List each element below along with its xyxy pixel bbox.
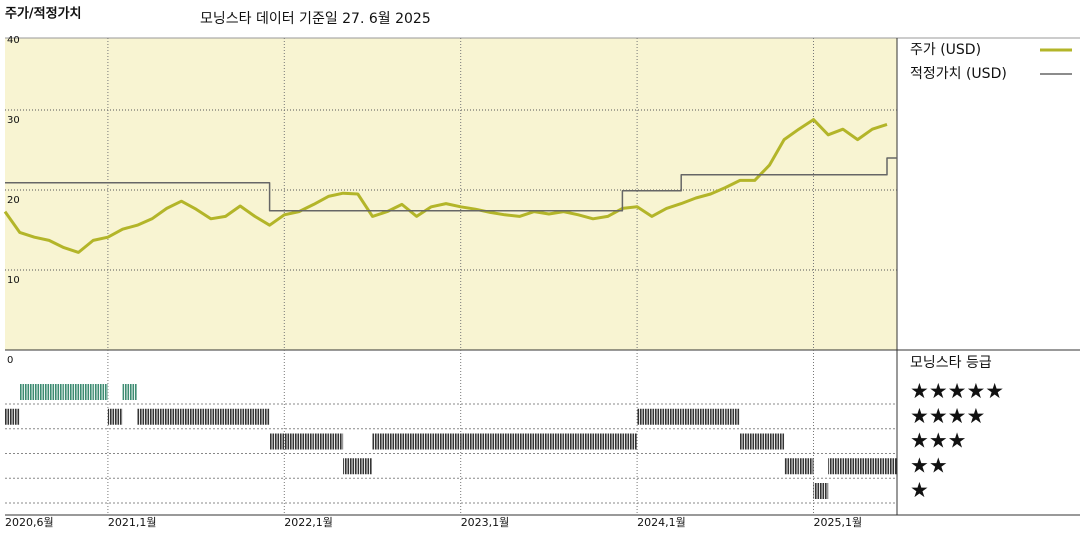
rating-bar xyxy=(460,433,476,450)
rating-bar xyxy=(343,458,358,475)
rating-bar xyxy=(828,458,843,475)
rating-level-label: ★★★ xyxy=(910,429,966,453)
rating-bar xyxy=(681,408,696,425)
rating-bar xyxy=(166,408,182,425)
x-tick-label: 2020,6월 xyxy=(5,516,54,529)
chart-title: 주가/적정가치 xyxy=(5,6,82,22)
rating-bar xyxy=(578,433,593,450)
rating-bar xyxy=(504,433,520,450)
rating-bar xyxy=(710,408,726,425)
rating-bar xyxy=(857,458,873,475)
rating-bar xyxy=(446,433,461,450)
y-tick-label: 30 xyxy=(7,115,20,126)
rating-bar xyxy=(740,433,755,450)
fair-value-line xyxy=(5,157,897,212)
rating-level-label: ★★ xyxy=(910,453,948,477)
rating-bar xyxy=(34,384,50,400)
rating-bar xyxy=(666,408,682,425)
x-tick-label: 2023,1월 xyxy=(461,516,510,529)
chart-subtitle: 모닝스타 데이터 기준일 27. 6월 2025 xyxy=(200,11,431,27)
x-tick-label: 2024,1월 xyxy=(637,516,686,529)
rating-bar xyxy=(401,433,417,450)
y-tick-label: 0 xyxy=(7,355,13,366)
rating-bar xyxy=(872,458,887,475)
y-tick-label: 10 xyxy=(7,275,20,286)
x-tick-label: 2025,1월 xyxy=(814,516,863,529)
rating-bar xyxy=(490,433,505,450)
x-tick-label: 2022,1월 xyxy=(284,516,333,529)
rating-bar xyxy=(93,384,108,400)
rating-bar xyxy=(563,433,579,450)
rating-bar xyxy=(299,433,314,450)
rating-title: 모닝스타 등급 xyxy=(910,355,992,371)
rating-bar xyxy=(49,384,64,400)
rating-bar xyxy=(152,408,167,425)
rating-bar xyxy=(637,408,652,425)
legend-label: 적정가치 (USD) xyxy=(910,66,1007,82)
rating-bar xyxy=(122,384,138,400)
rating-bar xyxy=(78,384,94,400)
rating-bar xyxy=(534,433,549,450)
rating-bar xyxy=(284,433,299,450)
rating-bar xyxy=(196,408,211,425)
rating-bar xyxy=(269,433,285,450)
rating-bar xyxy=(387,433,402,450)
rating-bar xyxy=(784,458,799,475)
rating-bar xyxy=(651,408,667,425)
rating-bar xyxy=(372,433,388,450)
rating-bar xyxy=(107,408,123,425)
rating-bar xyxy=(887,458,897,475)
rating-bar xyxy=(813,483,829,499)
rating-bar xyxy=(5,408,20,425)
rating-bar xyxy=(431,433,446,450)
rating-bar xyxy=(548,433,564,450)
rating-bar xyxy=(519,433,535,450)
rating-bar xyxy=(357,458,373,475)
rating-bar xyxy=(842,458,858,475)
rating-bar xyxy=(225,408,241,425)
rating-bar xyxy=(313,433,329,450)
price-line xyxy=(3,118,888,254)
rating-bar xyxy=(137,408,152,425)
rating-bar xyxy=(63,384,79,400)
rating-bar xyxy=(19,384,35,400)
rating-bar xyxy=(240,408,255,425)
rating-bar xyxy=(798,458,814,475)
rating-bar xyxy=(254,408,270,425)
rating-bar xyxy=(769,433,785,450)
x-tick-label: 2021,1월 xyxy=(108,516,157,529)
rating-bar xyxy=(416,433,432,450)
rating-level-label: ★★★★ xyxy=(910,404,985,428)
legend-label: 주가 (USD) xyxy=(910,42,981,58)
y-tick-label: 40 xyxy=(7,35,20,46)
y-tick-label: 20 xyxy=(7,195,20,206)
rating-bar xyxy=(210,408,226,425)
rating-bar xyxy=(593,433,608,450)
plot-area xyxy=(5,38,897,350)
rating-level-label: ★ xyxy=(910,478,929,502)
rating-bar xyxy=(607,433,623,450)
rating-level-label: ★★★★★ xyxy=(910,379,1004,403)
rating-bar xyxy=(754,433,770,450)
rating-bar xyxy=(695,408,711,425)
rating-bar xyxy=(475,433,491,450)
rating-bar xyxy=(181,408,197,425)
rating-bar xyxy=(328,433,344,450)
rating-bar xyxy=(725,408,740,425)
rating-bar xyxy=(622,433,638,450)
